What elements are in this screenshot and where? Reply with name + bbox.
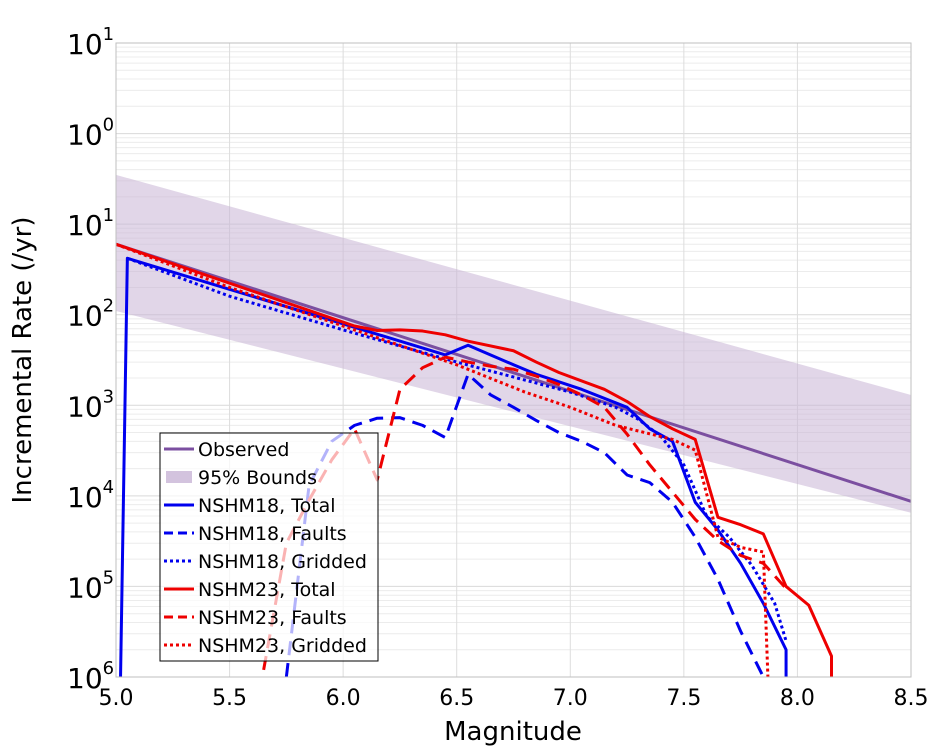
series-line-3 xyxy=(126,256,788,642)
bounds-band xyxy=(116,174,911,513)
x-axis-title: Magnitude xyxy=(444,717,582,747)
legend-label-5: NSHM23, Total xyxy=(198,579,336,601)
legend-label-1: 95% Bounds xyxy=(198,467,317,489)
x-tick-label: 6.5 xyxy=(439,686,474,711)
y-tick-labels: 101 100 101 102 103 104 105 106 xyxy=(67,24,114,695)
x-tick-label: 5.0 xyxy=(99,686,134,711)
x-tick-label: 5.5 xyxy=(212,686,247,711)
x-tick-label: 6.0 xyxy=(326,686,361,711)
legend-swatch-1 xyxy=(166,471,192,483)
legend-label-7: NSHM23, Gridded xyxy=(198,635,367,657)
y-tick-label: 101 xyxy=(67,24,114,61)
legend-label-6: NSHM23, Faults xyxy=(198,607,347,629)
y-tick-label: 101 xyxy=(67,205,114,242)
x-tick-labels: 5.0 5.5 6.0 6.5 7.0 7.5 8.0 8.5 xyxy=(99,686,929,711)
legend-box xyxy=(159,432,379,662)
y-tick-label: 103 xyxy=(67,386,114,423)
y-tick-label: 100 xyxy=(67,115,114,152)
series-line-4 xyxy=(116,242,833,677)
x-tick-label: 8.5 xyxy=(894,686,929,711)
y-tick-label: 106 xyxy=(67,658,114,695)
plot-frame xyxy=(115,42,912,678)
x-tick-label: 7.0 xyxy=(553,686,588,711)
x-tick-label: 7.5 xyxy=(666,686,701,711)
series-line-0 xyxy=(116,242,911,503)
y-tick-label: 104 xyxy=(67,477,114,514)
legend-label-3: NSHM18, Faults xyxy=(198,523,347,545)
legend: Observed 95% Bounds NSHM18, Total NSHM18, F… xyxy=(159,432,379,662)
legend-label-0: Observed xyxy=(198,439,289,461)
x-tick-label: 8.0 xyxy=(780,686,815,711)
y-tick-label: 105 xyxy=(67,567,114,604)
bounds-band-layer xyxy=(116,174,911,513)
y-tick-label: 102 xyxy=(67,296,114,333)
legend-label-2: NSHM18, Total xyxy=(198,495,336,517)
legend-label-4: NSHM18, Gridded xyxy=(198,551,367,573)
y-axis-title: Incremental Rate (/yr) xyxy=(8,217,38,504)
